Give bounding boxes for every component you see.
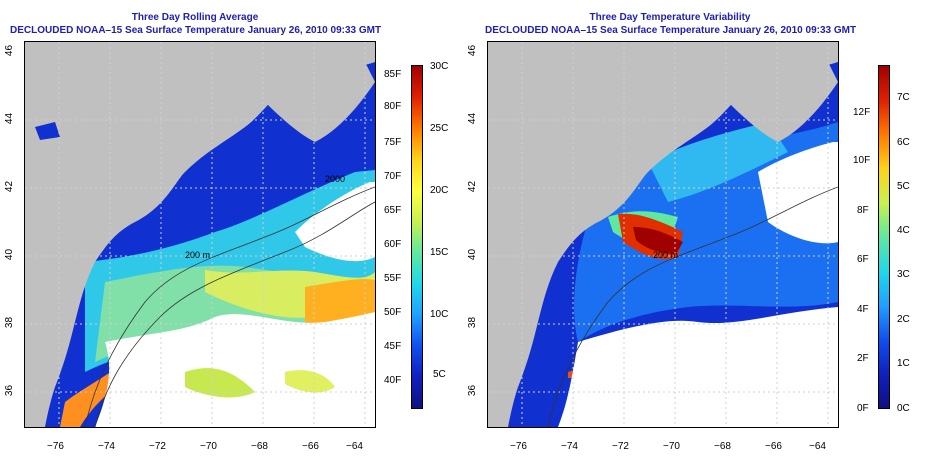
left-cb-c-10: 10C bbox=[430, 309, 449, 320]
warm-eddy bbox=[305, 279, 375, 328]
nova-scotia bbox=[255, 56, 375, 142]
left-ytick-46: 46 bbox=[4, 44, 16, 57]
right-cb-c-3: 3C bbox=[897, 269, 910, 280]
right-xtick-3: −72 bbox=[612, 441, 629, 452]
contour-label-2000: 2000 bbox=[325, 174, 345, 184]
left-cb-f-85: 85F bbox=[384, 69, 402, 80]
left-xtick-5: −68 bbox=[251, 441, 268, 452]
left-cb-f-45: 45F bbox=[384, 341, 402, 352]
right-xtick-2: −74 bbox=[561, 441, 578, 452]
left-cb-f-75: 75F bbox=[384, 137, 402, 148]
cloud-mask-south bbox=[558, 307, 838, 427]
cloud-mask-east bbox=[758, 142, 838, 244]
right-ytick-38: 38 bbox=[467, 316, 479, 329]
left-cb-f-70: 70F bbox=[384, 171, 402, 182]
right-xtick-4: −70 bbox=[663, 441, 680, 452]
right-cb-f-4: 4F bbox=[857, 304, 869, 315]
left-colorbar bbox=[411, 65, 423, 409]
right-colorbar bbox=[878, 65, 890, 409]
left-ytick-38: 38 bbox=[4, 316, 16, 329]
right-map-svg: 200 m bbox=[488, 42, 838, 427]
cloud-mask-east bbox=[295, 182, 375, 262]
right-xtick-7: −64 bbox=[809, 441, 826, 452]
right-xtick-6: −66 bbox=[765, 441, 782, 452]
right-cb-c-7: 7C bbox=[897, 92, 910, 103]
right-cb-f-6: 6F bbox=[857, 254, 869, 265]
left-xtick-7: −64 bbox=[346, 441, 363, 452]
left-cb-c-20: 20C bbox=[430, 185, 449, 196]
variability-cyan bbox=[648, 122, 788, 202]
left-cb-f-40: 40F bbox=[384, 375, 402, 386]
variability-peak bbox=[633, 227, 683, 254]
left-xtick-6: −66 bbox=[302, 441, 319, 452]
patch-yellow bbox=[285, 370, 335, 393]
right-xtick-5: −68 bbox=[714, 441, 731, 452]
contour-200m bbox=[84, 186, 375, 427]
right-cb-c-4: 4C bbox=[897, 225, 910, 236]
inland-water bbox=[35, 122, 60, 140]
contour-label-200m: 200 m bbox=[185, 250, 210, 260]
left-map-svg: 200 m 2000 bbox=[25, 42, 375, 427]
right-cb-f-8: 8F bbox=[857, 205, 869, 216]
left-ytick-40: 40 bbox=[4, 248, 16, 261]
left-panel: Three Day Rolling Average DECLOUDED NOAA… bbox=[4, 12, 449, 452]
right-ytick-42: 42 bbox=[467, 180, 479, 193]
left-title-line1: Three Day Rolling Average bbox=[131, 12, 259, 23]
left-ytick-42: 42 bbox=[4, 180, 16, 193]
contour-label-200m: 200 m bbox=[653, 250, 678, 260]
left-ytick-36: 36 bbox=[4, 384, 16, 397]
land-mass bbox=[488, 42, 838, 427]
right-cb-c-1: 1C bbox=[897, 358, 910, 369]
right-cb-f-12: 12F bbox=[853, 107, 871, 118]
right-cb-f-2: 2F bbox=[857, 353, 869, 364]
graticule bbox=[25, 42, 375, 427]
right-cb-f-10: 10F bbox=[853, 155, 871, 166]
left-cb-c-25: 25C bbox=[430, 123, 449, 134]
right-ytick-46: 46 bbox=[467, 44, 479, 57]
nova-scotia bbox=[718, 56, 838, 142]
left-xtick-2: −74 bbox=[98, 441, 115, 452]
right-ytick-40: 40 bbox=[467, 248, 479, 261]
left-cb-f-55: 55F bbox=[384, 273, 402, 284]
left-cb-c-5: 5C bbox=[433, 369, 446, 380]
left-cb-f-80: 80F bbox=[384, 101, 402, 112]
right-cb-c-2: 2C bbox=[897, 314, 910, 325]
left-xtick-1: −76 bbox=[47, 441, 64, 452]
contour-2000m bbox=[94, 201, 375, 427]
right-ytick-44: 44 bbox=[467, 112, 479, 125]
right-cb-c-0: 0C bbox=[897, 403, 910, 414]
patch-yellow-green bbox=[185, 368, 255, 398]
left-cb-f-50: 50F bbox=[384, 307, 402, 318]
left-cb-f-65: 65F bbox=[384, 205, 402, 216]
left-map: 200 m 2000 bbox=[24, 41, 376, 428]
right-title-line1: Three Day Temperature Variability bbox=[589, 12, 751, 23]
right-cb-f-0: 0F bbox=[857, 403, 869, 414]
graticule bbox=[488, 42, 838, 427]
right-title-line2: DECLOUDED NOAA–15 Sea Surface Temperatur… bbox=[485, 25, 857, 36]
left-cb-c-30: 30C bbox=[430, 61, 449, 72]
left-xtick-3: −72 bbox=[149, 441, 166, 452]
land-mass bbox=[25, 42, 375, 427]
left-cb-c-15: 15C bbox=[430, 247, 449, 258]
right-panel: Three Day Temperature Variability DECLOU… bbox=[467, 0, 950, 475]
right-map: 200 m bbox=[487, 41, 839, 428]
right-ytick-36: 36 bbox=[467, 384, 479, 397]
right-cb-c-6: 6C bbox=[897, 137, 910, 148]
cloud-mask-south bbox=[95, 312, 375, 427]
left-cb-f-60: 60F bbox=[384, 239, 402, 250]
left-ytick-44: 44 bbox=[4, 112, 16, 125]
left-xtick-4: −70 bbox=[200, 441, 217, 452]
contour-200m bbox=[547, 186, 838, 427]
right-xtick-1: −76 bbox=[510, 441, 527, 452]
left-title-line2: DECLOUDED NOAA–15 Sea Surface Temperatur… bbox=[10, 25, 382, 36]
right-cb-c-5: 5C bbox=[897, 181, 910, 192]
